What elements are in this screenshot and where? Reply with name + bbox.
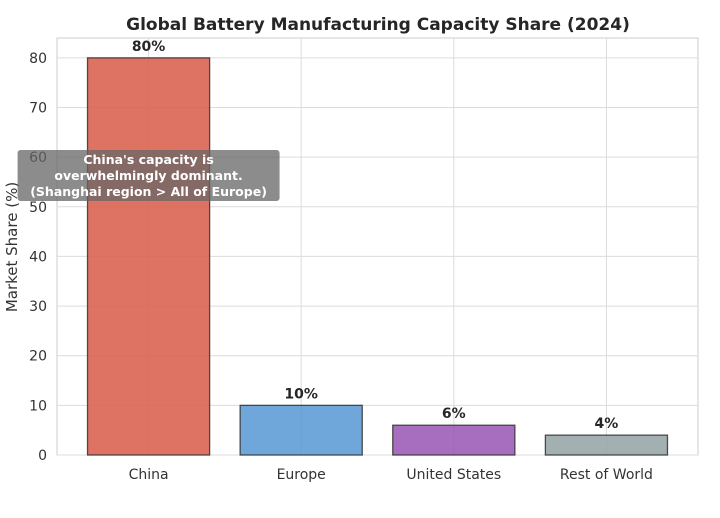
y-tick-label: 40 [29,249,47,265]
y-tick-label: 20 [29,349,47,365]
y-tick-label: 70 [29,101,47,117]
annotation-box [17,150,280,202]
y-tick-label: 0 [38,448,47,464]
chart-title: Global Battery Manufacturing Capacity Sh… [126,15,630,35]
y-tick-label: 50 [29,200,47,216]
x-tick-label: China [129,467,169,483]
x-tick-label: United States [406,467,501,483]
y-tick-label: 80 [29,51,47,67]
bar-rest-of-world [544,434,669,456]
bar-china [86,57,211,456]
data-label: 80% [132,39,166,55]
data-label: 10% [284,386,318,402]
x-tick-label: Europe [277,467,326,483]
x-tick-label: Rest of World [560,467,653,483]
y-tick-label: 10 [29,398,47,414]
annotation-text: China's capacity is [83,152,213,167]
bar-united-states [392,424,516,456]
plot-area: 0102030405060708080%China10%Europe6%Unit… [17,37,699,483]
annotation-text: overwhelmingly dominant. [54,168,242,183]
y-tick-label: 30 [29,299,47,315]
y-axis-label: Market Share (%) [3,182,21,312]
bar-europe [239,404,363,456]
data-label: 6% [442,406,466,422]
annotation-text: (Shanghai region > All of Europe) [30,184,267,199]
data-label: 4% [595,416,619,432]
